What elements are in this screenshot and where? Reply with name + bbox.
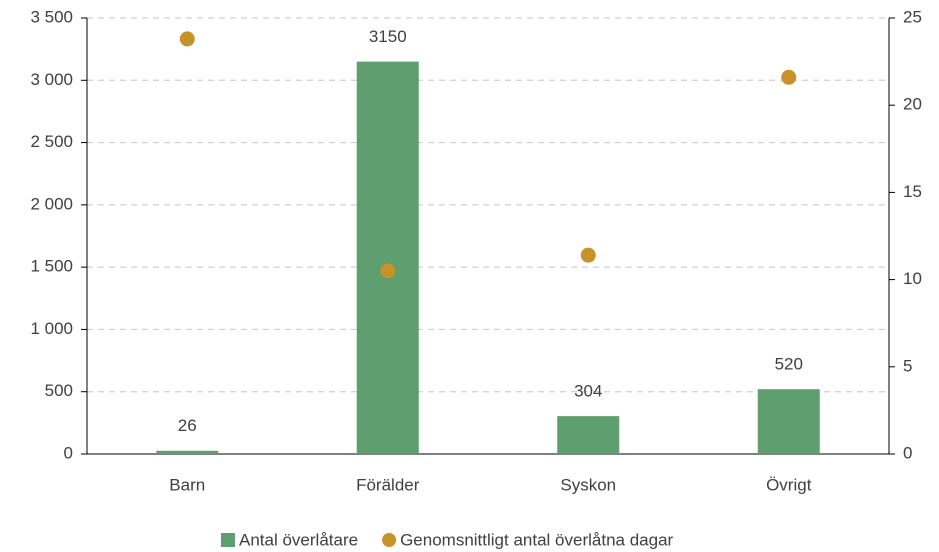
y-tick-label: 3 000 <box>30 70 73 89</box>
y2-tick-label: 20 <box>903 95 922 114</box>
point <box>781 69 797 85</box>
y-tick-label: 3 500 <box>30 7 73 26</box>
x-tick-label: Förälder <box>356 475 420 494</box>
y-tick-label: 0 <box>64 443 73 462</box>
data-label: 3150 <box>369 27 407 46</box>
legend-marker <box>382 533 397 547</box>
legend-label: Antal överlåtare <box>239 530 358 549</box>
y2-tick-label: 25 <box>903 7 922 26</box>
bar <box>156 450 219 454</box>
legend-label: Genomsnittligt antal överlåtna dagar <box>400 530 673 549</box>
y-tick-label: 2 500 <box>30 132 73 151</box>
y-tick-label: 1 000 <box>30 319 73 338</box>
y-tick-label: 1 500 <box>30 257 73 276</box>
y2-tick-label: 15 <box>903 182 922 201</box>
y-tick-label: 2 000 <box>30 194 73 213</box>
x-tick-label: Syskon <box>560 475 616 494</box>
bar <box>356 61 419 454</box>
data-label: 26 <box>178 416 197 435</box>
data-label: 304 <box>574 382 602 401</box>
legend-marker <box>221 533 235 547</box>
x-tick-label: Övrigt <box>766 475 812 494</box>
y2-tick-label: 0 <box>903 443 912 462</box>
data-label: 520 <box>775 355 803 374</box>
bar <box>757 389 820 454</box>
y2-tick-label: 10 <box>903 269 922 288</box>
bar <box>557 416 620 454</box>
point <box>179 31 195 47</box>
x-tick-label: Barn <box>169 475 205 494</box>
y2-tick-label: 5 <box>903 356 912 375</box>
point <box>580 247 596 263</box>
y-tick-label: 500 <box>45 381 73 400</box>
point <box>380 263 396 279</box>
